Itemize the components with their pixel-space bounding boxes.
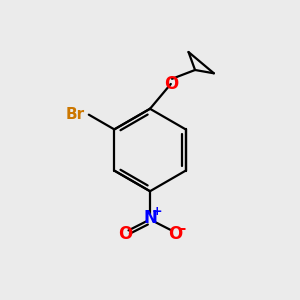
Text: -: - (179, 220, 186, 236)
Text: O: O (164, 75, 178, 93)
Text: O: O (168, 225, 182, 243)
Text: N: N (143, 209, 157, 227)
Text: O: O (118, 225, 132, 243)
Text: +: + (152, 205, 163, 218)
Text: Br: Br (65, 107, 84, 122)
